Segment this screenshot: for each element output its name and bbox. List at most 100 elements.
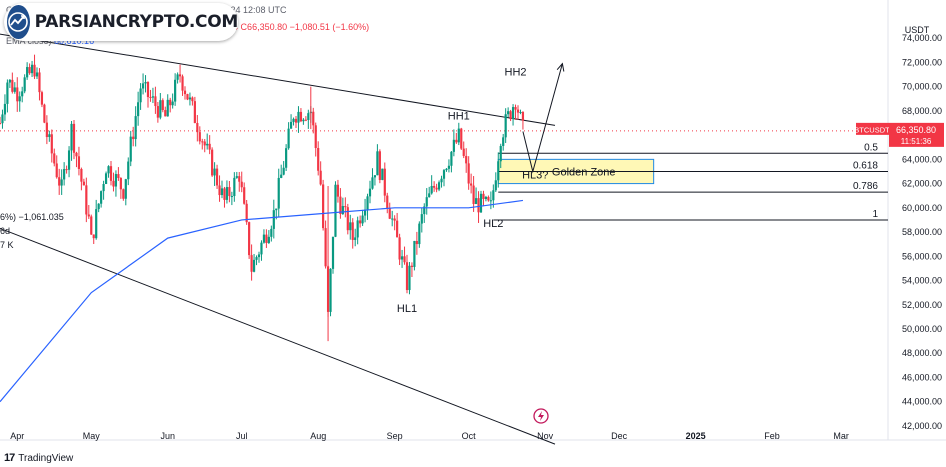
y-tick-label: 56,000.00 — [902, 251, 942, 261]
candle-body — [452, 139, 455, 152]
candle-body — [442, 170, 446, 179]
candle-body — [50, 134, 53, 154]
watermark-logo: PARSIANCRYPTO.COM — [4, 3, 238, 41]
candle-body — [262, 234, 266, 243]
candle-body — [85, 185, 88, 215]
candle-body — [137, 102, 140, 117]
candle-body — [38, 72, 41, 93]
tradingview-brand[interactable]: 17 TradingView — [4, 452, 73, 464]
candle-body — [314, 125, 317, 149]
candle-body — [117, 174, 120, 178]
candle-body — [70, 123, 73, 151]
candle-body — [206, 143, 209, 146]
candle-body — [280, 174, 283, 178]
candle-body — [265, 234, 268, 243]
left-label-0: 6%) −1,061.035 — [0, 212, 64, 222]
candle-body — [376, 151, 379, 176]
candle-body — [423, 206, 426, 215]
candle-body — [428, 193, 431, 198]
x-tick-label: Dec — [611, 431, 628, 441]
candle-body — [28, 67, 31, 74]
candle-body — [11, 79, 14, 92]
candle-body — [139, 88, 142, 103]
candle-body — [169, 99, 172, 106]
candle-body — [8, 79, 11, 83]
candle-body — [208, 143, 211, 150]
annotation-label: HL3? — [522, 170, 548, 182]
candle-body — [378, 151, 381, 180]
candle-body — [393, 218, 396, 221]
candle-body — [317, 148, 320, 171]
candle-body — [297, 111, 300, 123]
candle-body — [248, 222, 251, 256]
candle-body — [193, 101, 196, 123]
x-tick-label: 2025 — [686, 431, 706, 441]
candle-body — [53, 153, 56, 164]
candle-body — [304, 119, 307, 121]
candle-body — [381, 168, 384, 180]
candle-body — [497, 161, 500, 181]
candle-body — [80, 168, 83, 182]
candle-body — [186, 94, 189, 100]
candle-body — [457, 128, 460, 143]
candle-body — [415, 240, 418, 245]
price-tag-bg — [889, 122, 944, 147]
x-tick-label: Sep — [387, 431, 403, 441]
y-tick-label: 64,000.00 — [902, 154, 942, 164]
candle-body — [149, 97, 152, 99]
x-tick-label: Jun — [160, 431, 175, 441]
ema-legend[interactable]: EMA close) 60,610.16 — [6, 36, 94, 46]
candle-body — [119, 177, 122, 190]
candle-body — [228, 187, 231, 197]
candle-body — [65, 169, 68, 171]
candle-body — [122, 189, 125, 199]
candle-body — [235, 176, 238, 178]
candle-body — [391, 218, 394, 220]
candle-body — [257, 254, 261, 258]
candle-body — [114, 174, 118, 187]
candle-body — [151, 96, 155, 98]
candle-body — [141, 83, 145, 89]
candle-body — [294, 118, 298, 123]
candle-body — [383, 168, 386, 196]
tradingview-logo-icon: 17 — [4, 452, 15, 464]
candle-body — [6, 82, 9, 104]
candle-body — [159, 100, 162, 118]
candle-body — [494, 180, 497, 191]
candle-body — [97, 203, 100, 210]
projection-arrowhead — [556, 62, 565, 72]
candle-body — [63, 169, 66, 180]
annotation-label: HH2 — [505, 67, 527, 79]
candle-body — [351, 222, 354, 240]
candle-body — [521, 112, 525, 121]
candle-body — [21, 91, 24, 97]
candle-body — [324, 228, 327, 267]
candle-body — [354, 237, 357, 240]
candle-body — [356, 220, 359, 238]
candle-body — [196, 122, 199, 133]
y-tick-label: 48,000.00 — [902, 348, 942, 358]
candle-body — [243, 187, 246, 204]
y-tick-label: 50,000.00 — [902, 324, 942, 334]
candle-body — [90, 216, 93, 235]
candle-body — [418, 223, 421, 245]
candle-body — [487, 196, 490, 201]
candle-body — [289, 121, 293, 129]
candle-body — [201, 141, 204, 143]
candle-body — [45, 122, 48, 138]
candle-body — [48, 134, 51, 138]
candle-body — [211, 149, 214, 176]
candle-body — [102, 184, 105, 192]
candle-body — [272, 210, 275, 229]
candle-body — [349, 222, 352, 231]
candle-body — [322, 184, 325, 229]
watermark-text: PARSIANCRYPTO.COM — [34, 12, 239, 32]
candle-body — [277, 177, 280, 209]
left-label-1: 6d — [0, 226, 11, 236]
candle-body — [0, 123, 2, 124]
y-tick-label: 44,000.00 — [902, 397, 942, 407]
projection-path — [522, 63, 563, 174]
candle-body — [396, 220, 399, 238]
annotation-label: HH1 — [448, 110, 470, 122]
